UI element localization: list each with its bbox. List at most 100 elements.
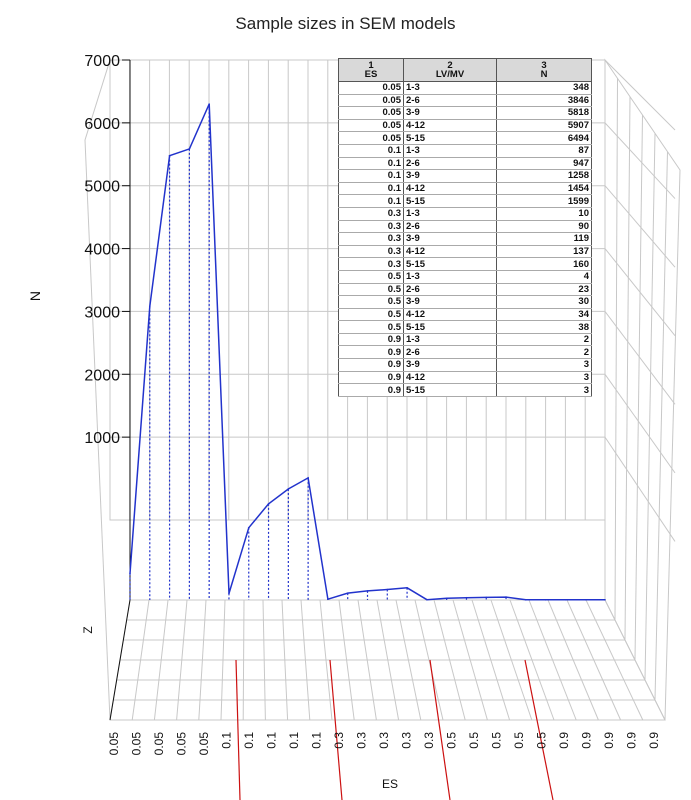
x-tick-label: 0.5: [535, 732, 549, 749]
y-tick-label: 7000: [84, 53, 120, 70]
table-row: 0.9 1-3 2: [338, 333, 592, 347]
data-point: [525, 599, 527, 601]
table-cell: 3-9: [403, 232, 497, 246]
table-cell: 87: [496, 144, 592, 158]
table-cell: 0.3: [338, 257, 404, 271]
data-point: [564, 598, 567, 601]
table-cell: 1599: [496, 194, 592, 208]
table-cell: 2: [496, 345, 592, 360]
table-row: 0.3 4-12 137: [338, 245, 592, 259]
table-cell: 3846: [496, 94, 592, 108]
data-point: [505, 596, 507, 598]
x-tick-label: 0.9: [602, 732, 616, 749]
table-row: 0.05 4-12 5907: [338, 119, 592, 133]
table-cell: 0.1: [338, 169, 404, 183]
group-separator-line: [429, 659, 451, 800]
x-tick-label: 0.05: [197, 732, 211, 756]
table-row: 0.3 3-9 119: [338, 232, 592, 246]
data-point: [228, 592, 230, 595]
table-cell: 0.5: [338, 295, 404, 309]
x-tick-label: 0.05: [130, 732, 144, 756]
chart-title: Sample sizes in SEM models: [235, 14, 456, 33]
right-wall-gridline: [654, 151, 668, 701]
data-point: [168, 154, 171, 157]
x-tick-label: 0.3: [332, 732, 346, 749]
right-wall-hgridline: [604, 373, 676, 474]
table-row: 0.1 5-15 1599: [338, 194, 592, 208]
table-row: 0.1 3-9 1258: [338, 169, 592, 183]
table-cell: 5907: [496, 119, 592, 133]
table-row: 0.5 5-15 38: [338, 320, 592, 334]
table-cell: 0.05: [338, 81, 404, 95]
series-layer: [129, 103, 606, 601]
table-cell: 2-6: [403, 157, 497, 171]
table-row: 0.9 3-9 3: [338, 358, 592, 372]
x-tick-label: 0.1: [242, 732, 256, 749]
table-cell: 3-9: [403, 358, 497, 372]
axis-layer: [109, 59, 131, 721]
right-wall-hgridline: [604, 122, 676, 199]
right-wall-hgridline: [604, 311, 676, 405]
table-cell: 0.9: [338, 333, 404, 347]
x-axis-label: ES: [382, 777, 398, 791]
x-tick-label: 0.3: [377, 732, 391, 749]
table-body: 0.05 1-3 348 0.05 2-6 3846 0.05 3-9 5818 0.05 4-12…: [338, 81, 592, 397]
x-tick-label: 0.3: [400, 732, 414, 749]
table-cell: 1-3: [403, 333, 497, 347]
table-cell: 160: [496, 257, 592, 271]
data-point: [267, 503, 270, 505]
table-row: 0.5 1-3 4: [338, 270, 592, 284]
group-separator-line: [329, 659, 343, 800]
table-cell: 5-15: [403, 257, 497, 271]
x-tick-label: 0.9: [625, 732, 639, 749]
table-header-cell: 2 LV/MV: [403, 58, 497, 82]
data-point: [485, 596, 488, 599]
table-header-cell: 1 ES: [338, 58, 404, 82]
table-cell: 0.9: [338, 383, 404, 397]
data-point: [188, 148, 191, 150]
x-tick-label: 0.3: [422, 732, 436, 749]
group-separator-line: [524, 659, 554, 800]
x-tick-label: 0.05: [107, 732, 121, 756]
y-axis-label: N: [27, 291, 43, 301]
table-cell: 0.5: [338, 320, 404, 334]
table-cell: 30: [496, 295, 592, 309]
table-cell: 5-15: [403, 194, 497, 208]
table-cell: 348: [496, 81, 592, 95]
data-point: [584, 598, 587, 601]
table-cell: 2-6: [403, 283, 497, 297]
data-point: [386, 588, 389, 591]
table-row: 0.05 5-15 6494: [338, 131, 592, 145]
table-cell: 90: [496, 220, 592, 234]
table-cell: 0.05: [338, 119, 404, 133]
table-cell: 2: [496, 333, 592, 347]
table-cell: 947: [496, 157, 592, 171]
data-point: [148, 305, 151, 308]
x-tick-label: 0.9: [557, 732, 571, 749]
data-point: [307, 477, 309, 479]
z-axis-label: Z: [81, 626, 95, 633]
table-cell: 5-15: [403, 320, 497, 334]
table-row: 0.9 4-12 3: [338, 371, 592, 385]
table-row: 0.1 1-3 87: [338, 144, 592, 158]
table-cell: 0.1: [338, 157, 404, 171]
x-tick-label: 0.1: [265, 732, 279, 749]
left-wall-edge: [84, 59, 111, 141]
table-cell: 0.1: [338, 144, 404, 158]
left-wall-edge: [84, 139, 111, 721]
right-wall-gridline: [624, 96, 631, 641]
x-tick-label: 0.5: [512, 732, 526, 749]
table-cell: 3-9: [403, 106, 497, 120]
right-wall-hgridline: [604, 436, 676, 542]
x-tick-label: 0.3: [355, 732, 369, 749]
data-point: [327, 598, 329, 601]
table-cell: 1-3: [403, 81, 497, 95]
table-cell: 0.3: [338, 207, 404, 221]
table-cell: 0.3: [338, 245, 404, 259]
table-cell: 38: [496, 320, 592, 334]
